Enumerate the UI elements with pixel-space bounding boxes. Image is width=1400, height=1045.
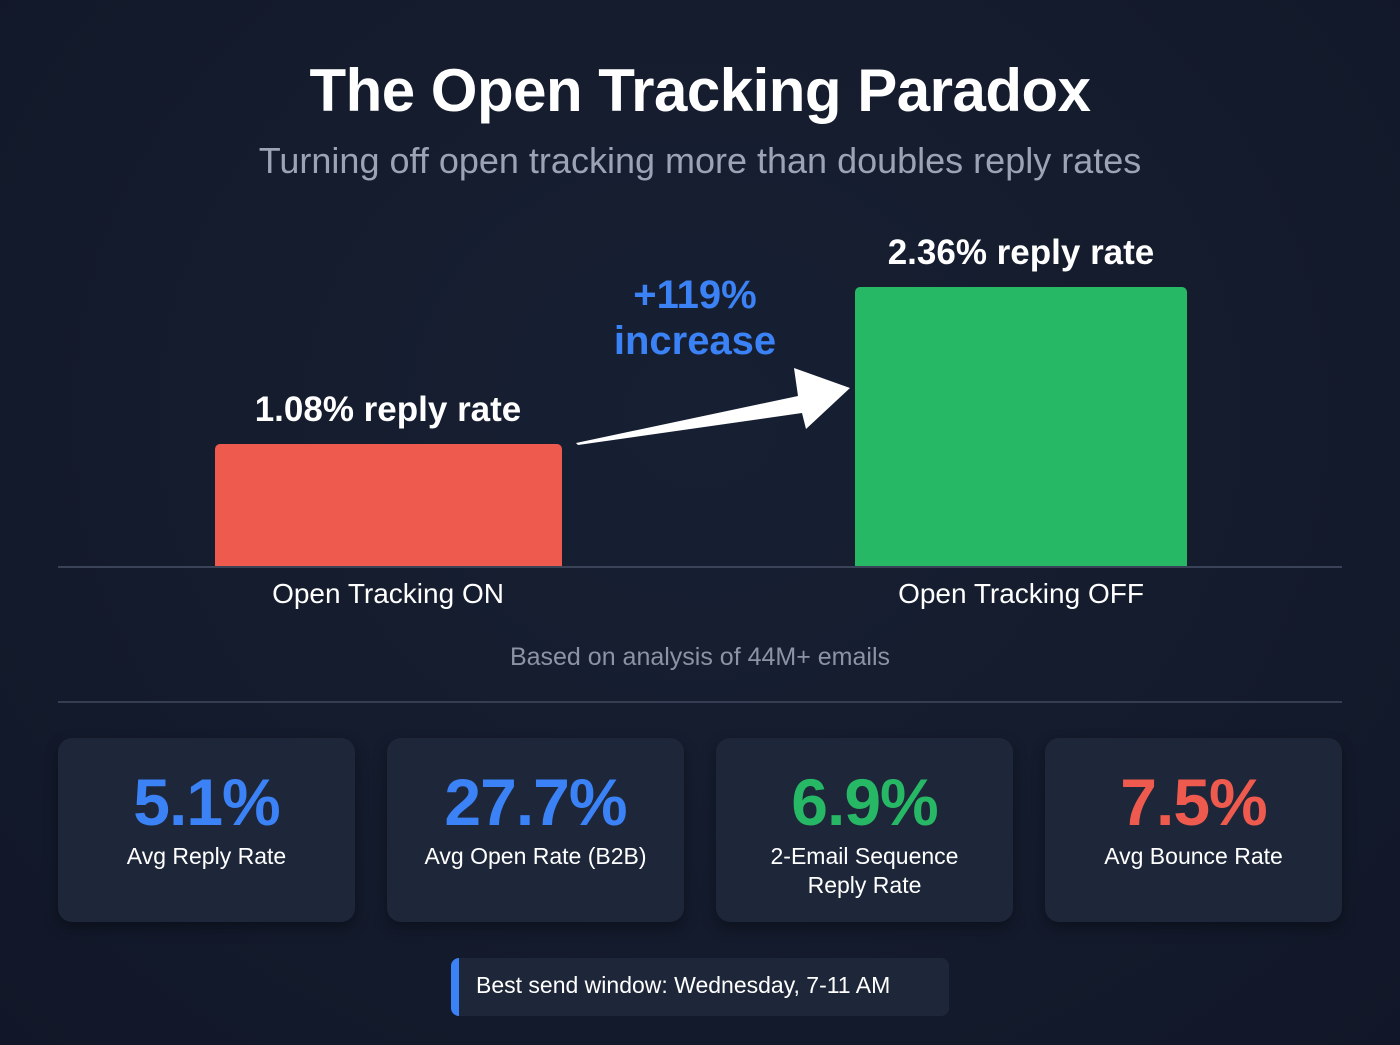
stat-card-avg-reply-rate: 5.1% Avg Reply Rate bbox=[58, 738, 355, 922]
stat-value: 6.9% bbox=[791, 765, 938, 839]
stat-label: Avg Bounce Rate bbox=[1104, 843, 1283, 869]
stat-value: 7.5% bbox=[1120, 765, 1267, 839]
stat-card-avg-open-rate: 27.7% Avg Open Rate (B2B) bbox=[387, 738, 684, 922]
bar-value-label-on: 1.08% reply rate bbox=[254, 390, 522, 429]
stat-label: Avg Reply Rate bbox=[126, 843, 287, 869]
stat-label: Avg Open Rate (B2B) bbox=[424, 843, 647, 869]
category-label-on: Open Tracking ON bbox=[272, 578, 504, 609]
category-label-off: Open Tracking OFF bbox=[898, 578, 1144, 609]
stat-card-sequence-reply-rate: 6.9% 2-Email Sequence Reply Rate bbox=[716, 738, 1013, 922]
stat-label: 2-Email Sequence Reply Rate bbox=[770, 843, 959, 898]
bar-open-tracking-on bbox=[215, 444, 562, 567]
increase-percent: +119% bbox=[633, 273, 757, 317]
section-divider bbox=[58, 701, 1342, 703]
increase-annotation: +119% increase bbox=[590, 272, 800, 364]
page-subtitle: Turning off open tracking more than doub… bbox=[258, 140, 1142, 181]
chart-baseline bbox=[58, 566, 1342, 568]
stat-value: 27.7% bbox=[444, 765, 627, 839]
stat-value: 5.1% bbox=[133, 765, 280, 839]
stat-card-avg-bounce-rate: 7.5% Avg Bounce Rate bbox=[1045, 738, 1342, 922]
best-send-window-callout: Best send window: Wednesday, 7-11 AM bbox=[451, 958, 949, 1016]
bar-value-label-off: 2.36% reply rate bbox=[887, 233, 1155, 272]
bar-open-tracking-off bbox=[855, 287, 1187, 567]
increase-word: increase bbox=[613, 319, 777, 363]
page-title: The Open Tracking Paradox bbox=[309, 57, 1091, 124]
arrow-right-icon bbox=[576, 368, 850, 445]
data-source-note: Based on analysis of 44M+ emails bbox=[509, 643, 891, 671]
callout-accent-bar bbox=[451, 958, 459, 1016]
callout-text: Best send window: Wednesday, 7-11 AM bbox=[476, 972, 891, 998]
